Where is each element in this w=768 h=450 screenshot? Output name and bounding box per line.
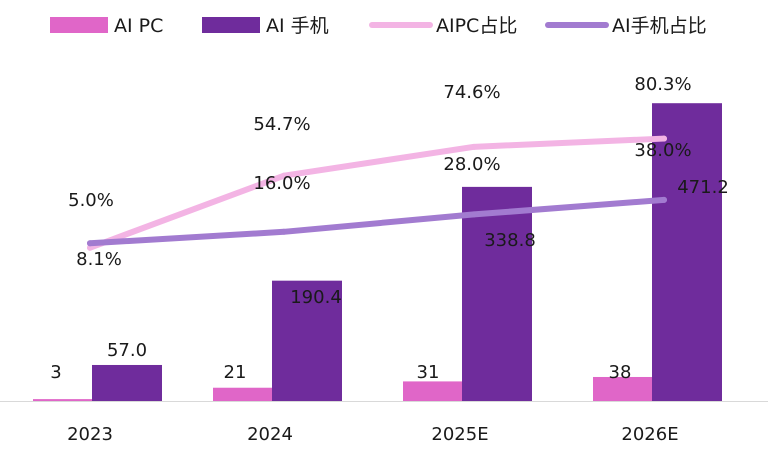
legend-label: AI 手机 (266, 15, 329, 37)
point-aipc_share-2026E (661, 135, 667, 142)
data-label-ai_phone: 338.8 (484, 230, 536, 251)
lines (87, 135, 667, 251)
line-ai_phone_share (87, 196, 667, 247)
point-aipc_share-2024 (281, 172, 287, 179)
bars (33, 103, 722, 401)
bar-ai_phone-2023 (92, 364, 162, 401)
legend-item-ai_phone: AI 手机 (202, 15, 329, 37)
data-label-ai_phone_share: 16.0% (253, 173, 310, 194)
bar-ai_phone-2024 (272, 280, 342, 401)
bar-ai_pc-2024 (213, 387, 283, 401)
data-label-aipc_share: 5.0% (68, 190, 114, 211)
legend-item-ai_phone_share: AI手机占比 (545, 15, 707, 37)
data-label-ai_phone: 471.2 (677, 177, 729, 198)
line-aipc_share (87, 135, 667, 251)
data-label-ai_pc: 21 (224, 362, 247, 383)
data-label-aipc_share: 54.7% (253, 114, 310, 135)
data-label-ai_phone: 190.4 (290, 287, 342, 308)
point-ai_phone_share-2023 (87, 240, 93, 247)
data-label-ai_phone_share: 8.1% (76, 249, 122, 270)
data-label-aipc_share: 80.3% (634, 74, 691, 95)
legend-label: AI手机占比 (612, 15, 707, 37)
bar-ai_pc-2023 (33, 399, 103, 401)
data-label-ai_phone_share: 38.0% (634, 140, 691, 161)
x-tick-label: 2024 (247, 424, 293, 445)
data-label-ai_phone_share: 28.0% (443, 154, 500, 175)
data-label-ai_pc: 3 (50, 362, 61, 383)
data-label-aipc_share: 74.6% (443, 82, 500, 103)
x-tick-labels: 2023 2024 2025E 2026E (67, 424, 679, 445)
legend-label: AIPC占比 (436, 15, 517, 37)
x-tick-label: 2025E (431, 424, 488, 445)
legend-item-aipc_share: AIPC占比 (369, 15, 517, 37)
bar-ai_pc-2026E (593, 376, 663, 401)
point-ai_phone_share-2025E (471, 211, 477, 218)
legend-label: AI PC (114, 15, 163, 37)
legend: AI PC AI 手机 AIPC占比 AI手机占比 (50, 15, 707, 37)
x-tick-label: 2026E (621, 424, 678, 445)
bar-ai_pc-2025E (403, 381, 473, 401)
point-ai_phone_share-2026E (661, 196, 667, 203)
legend-item-ai_pc: AI PC (50, 15, 163, 37)
data-labels: 3 21 31 38 57.0 190.4 338.8 471.2 5.0% 54.7% 74.6%… (50, 74, 728, 383)
point-ai_phone_share-2024 (281, 228, 287, 235)
data-label-ai_phone: 57.0 (107, 340, 147, 361)
bar-ai_phone-2025E (462, 186, 532, 401)
data-label-ai_pc: 38 (609, 362, 632, 383)
x-tick-label: 2023 (67, 424, 113, 445)
data-label-ai_pc: 31 (417, 362, 440, 383)
bar-ai_phone-2026E (652, 103, 722, 401)
point-aipc_share-2025E (471, 143, 477, 150)
legend-swatch (50, 17, 108, 33)
legend-swatch (202, 17, 260, 33)
point-aipc_share-2023 (87, 244, 93, 251)
